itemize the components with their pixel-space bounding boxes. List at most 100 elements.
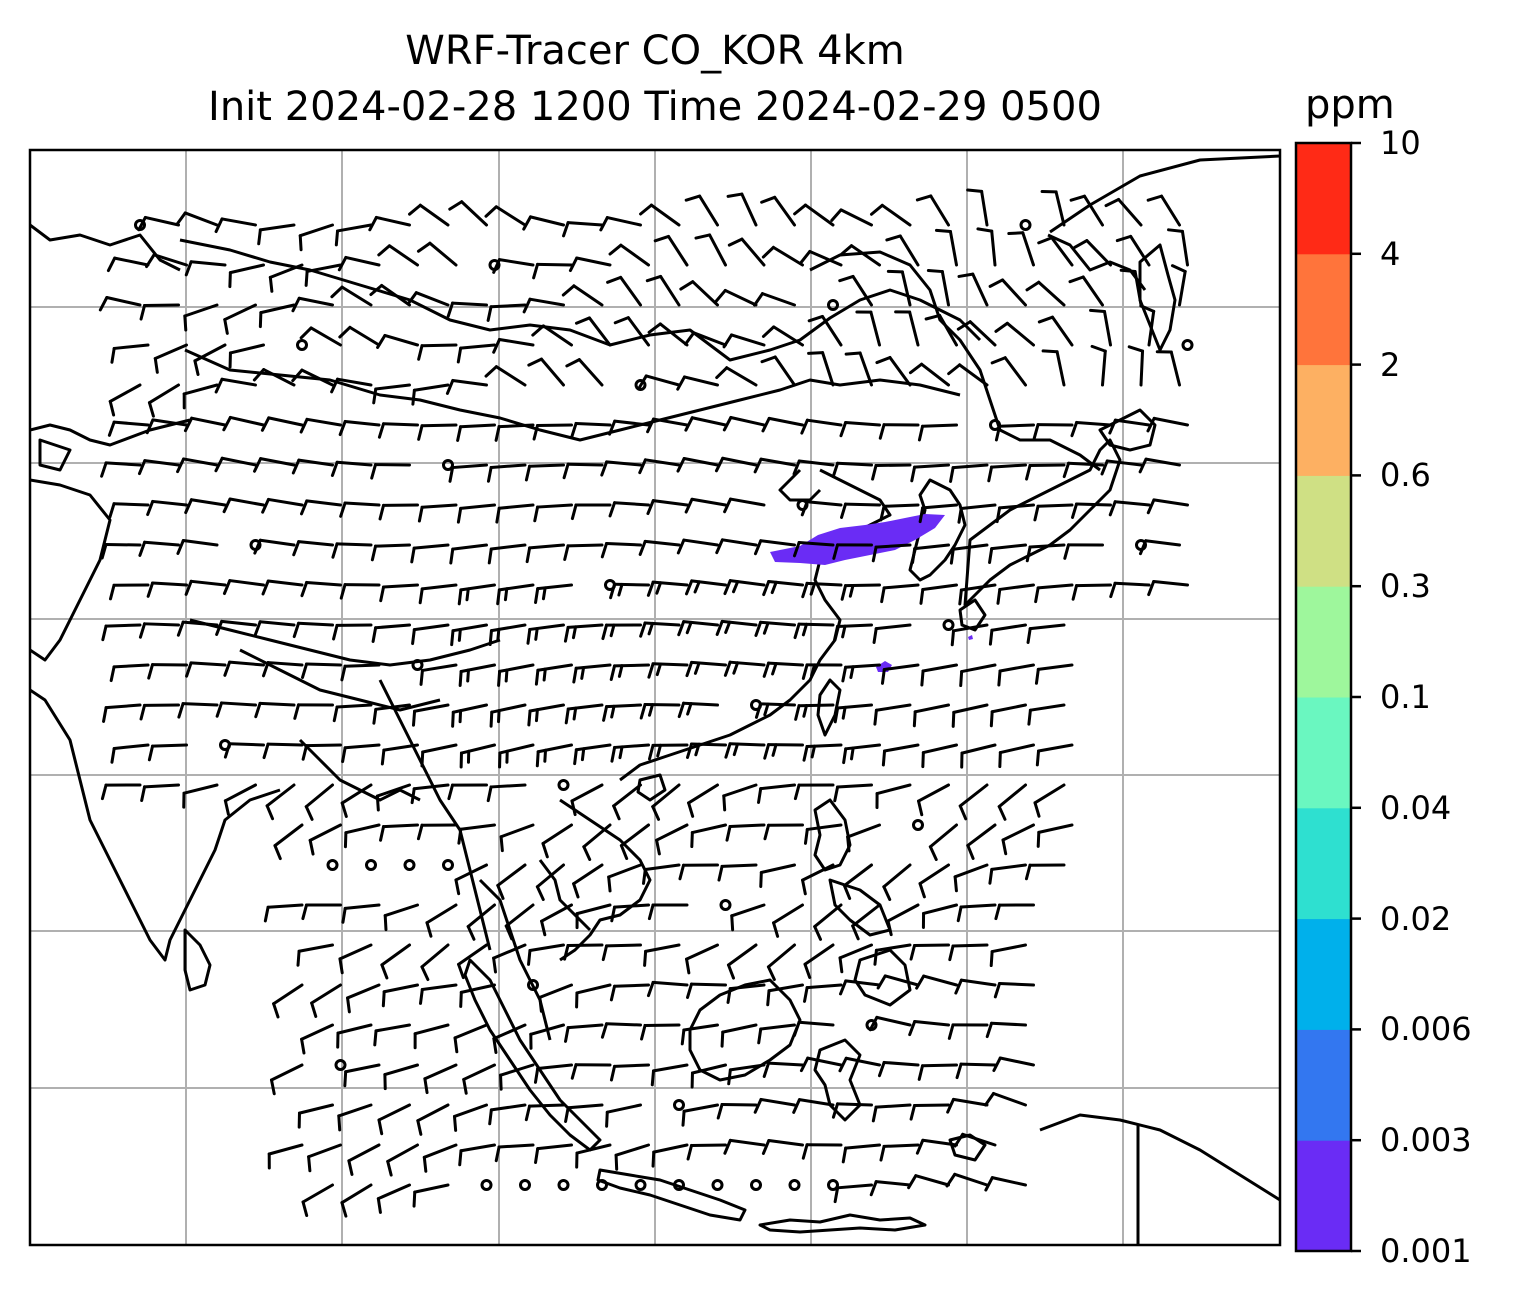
- wind-barb-shaft: [875, 1015, 912, 1027]
- wind-barb-feather: [535, 750, 540, 768]
- wind-barb-feather: [562, 462, 570, 480]
- wind-barb-shaft: [343, 743, 381, 750]
- wind-calm-marker: [827, 299, 839, 311]
- wind-barb-feather: [339, 501, 347, 518]
- wind-barb-shaft: [839, 208, 873, 227]
- wind-barb-shaft: [797, 622, 835, 627]
- wind-barb-shaft: [451, 378, 488, 387]
- wind-barb-shaft: [726, 943, 758, 967]
- wind-barb-shaft: [728, 742, 766, 747]
- wind-barb-feather: [420, 965, 430, 982]
- wind-barb-shaft: [759, 783, 796, 791]
- wind-barb-shaft: [759, 539, 796, 547]
- colorbar-tick-label: 10: [1380, 124, 1421, 162]
- wind-barb-feather: [766, 965, 776, 982]
- wind-barb-feather: [684, 331, 696, 346]
- wind-calm-marker: [673, 1099, 685, 1111]
- wind-barb-feather: [793, 203, 807, 216]
- wind-barb-shaft: [961, 1132, 997, 1147]
- wind-barb-feather: [301, 662, 309, 679]
- wind-barb-feather: [680, 1028, 686, 1046]
- wind-barb-feather: [954, 978, 963, 995]
- wind-barb-shaft: [644, 943, 681, 953]
- wind-barb-feather: [832, 543, 840, 560]
- wind-barb-feather: [139, 303, 147, 321]
- wind-calm-marker: [634, 379, 647, 391]
- wind-barb-feather: [646, 417, 656, 434]
- wind-barb-feather: [484, 205, 498, 218]
- colorbar-unit-label: ppm: [1305, 82, 1395, 128]
- wind-barb-shaft: [1003, 356, 1027, 387]
- wind-barb-feather: [300, 1037, 306, 1055]
- wind-barb-feather: [761, 245, 775, 259]
- wind-barb-shaft: [730, 333, 766, 347]
- wind-barb-shaft: [720, 863, 758, 868]
- wind-barb-feather: [456, 346, 463, 364]
- wind-barb-shaft: [643, 539, 681, 547]
- wind-barb-feather: [601, 623, 609, 641]
- wind-barb-shaft: [613, 1063, 650, 1068]
- wind-barb-shaft: [772, 325, 804, 347]
- wind-barb-shaft: [958, 783, 989, 808]
- coast-luzon: [813, 798, 852, 872]
- wind-barb-feather: [1109, 581, 1117, 599]
- wind-barb-feather: [253, 538, 262, 555]
- wind-barb-shaft: [728, 1063, 766, 1072]
- colorbar-tick-label: 0.04: [1380, 788, 1452, 827]
- wind-barb-feather: [1033, 801, 1041, 818]
- wind-barb-shaft: [1037, 823, 1074, 834]
- wind-barb-shaft: [1033, 783, 1066, 805]
- wind-barb-feather: [839, 979, 848, 996]
- wind-barb-feather: [408, 203, 422, 216]
- wind-barb-feather: [599, 216, 609, 232]
- wind-barb-shaft: [574, 663, 612, 670]
- wind-barb-feather: [451, 710, 455, 728]
- wind-barb-shaft: [570, 783, 604, 803]
- wind-barb-feather: [760, 195, 777, 204]
- wind-barb-feather: [976, 227, 994, 233]
- wind-barb-feather: [291, 368, 304, 383]
- wind-barb-shaft: [1152, 416, 1189, 427]
- wind-barb-shaft: [682, 1023, 719, 1032]
- wind-barb-shaft: [528, 463, 565, 468]
- wind-barb-shaft: [1036, 663, 1074, 671]
- wind-barb-feather: [647, 621, 655, 636]
- wind-barb-feather: [261, 497, 270, 514]
- wind-barb-feather: [801, 622, 808, 637]
- wind-barb-feather: [955, 1062, 963, 1080]
- colorbar: [1294, 141, 1361, 1253]
- wind-barb-feather: [268, 275, 274, 293]
- wind-barb-feather: [602, 705, 609, 722]
- wind-barb-shaft: [651, 980, 689, 987]
- wind-barb-feather: [488, 629, 493, 647]
- wind-barb-shaft: [605, 216, 642, 227]
- wind-barb-shaft: [336, 377, 373, 387]
- wind-barb-feather: [985, 1021, 994, 1039]
- wind-barb-shaft: [540, 903, 573, 923]
- wind-barb-feather: [138, 540, 147, 557]
- wind-barb-shaft: [836, 783, 873, 789]
- wind-barb-shaft: [759, 457, 796, 467]
- wind-barb-feather: [452, 1114, 458, 1132]
- wind-barb-shaft: [1037, 743, 1074, 753]
- wind-barb-feather: [214, 377, 224, 394]
- wind-barb-feather: [994, 321, 1009, 333]
- colorbar-segment: [1296, 364, 1351, 476]
- wind-barb-shaft: [846, 823, 881, 839]
- wind-barb-feather: [732, 661, 740, 675]
- wind-barb-shaft: [1103, 310, 1112, 347]
- wind-barb-feather: [1170, 264, 1187, 273]
- wind-barb-feather: [497, 669, 502, 687]
- wind-barb-feather: [1090, 344, 1107, 353]
- wind-barb-feather: [831, 461, 840, 479]
- wind-barb-feather: [1071, 584, 1079, 601]
- wind-barb-feather: [419, 988, 424, 1005]
- wind-barb-feather: [1024, 863, 1032, 881]
- wind-barb-feather: [966, 843, 975, 860]
- wind-barb-shaft: [193, 343, 227, 363]
- wind-barb-feather: [803, 962, 812, 979]
- wind-barb-shaft: [153, 343, 188, 360]
- wind-barb-feather: [570, 1063, 578, 1080]
- wind-barb-shaft: [898, 234, 920, 267]
- wind-calm-marker: [596, 1179, 608, 1191]
